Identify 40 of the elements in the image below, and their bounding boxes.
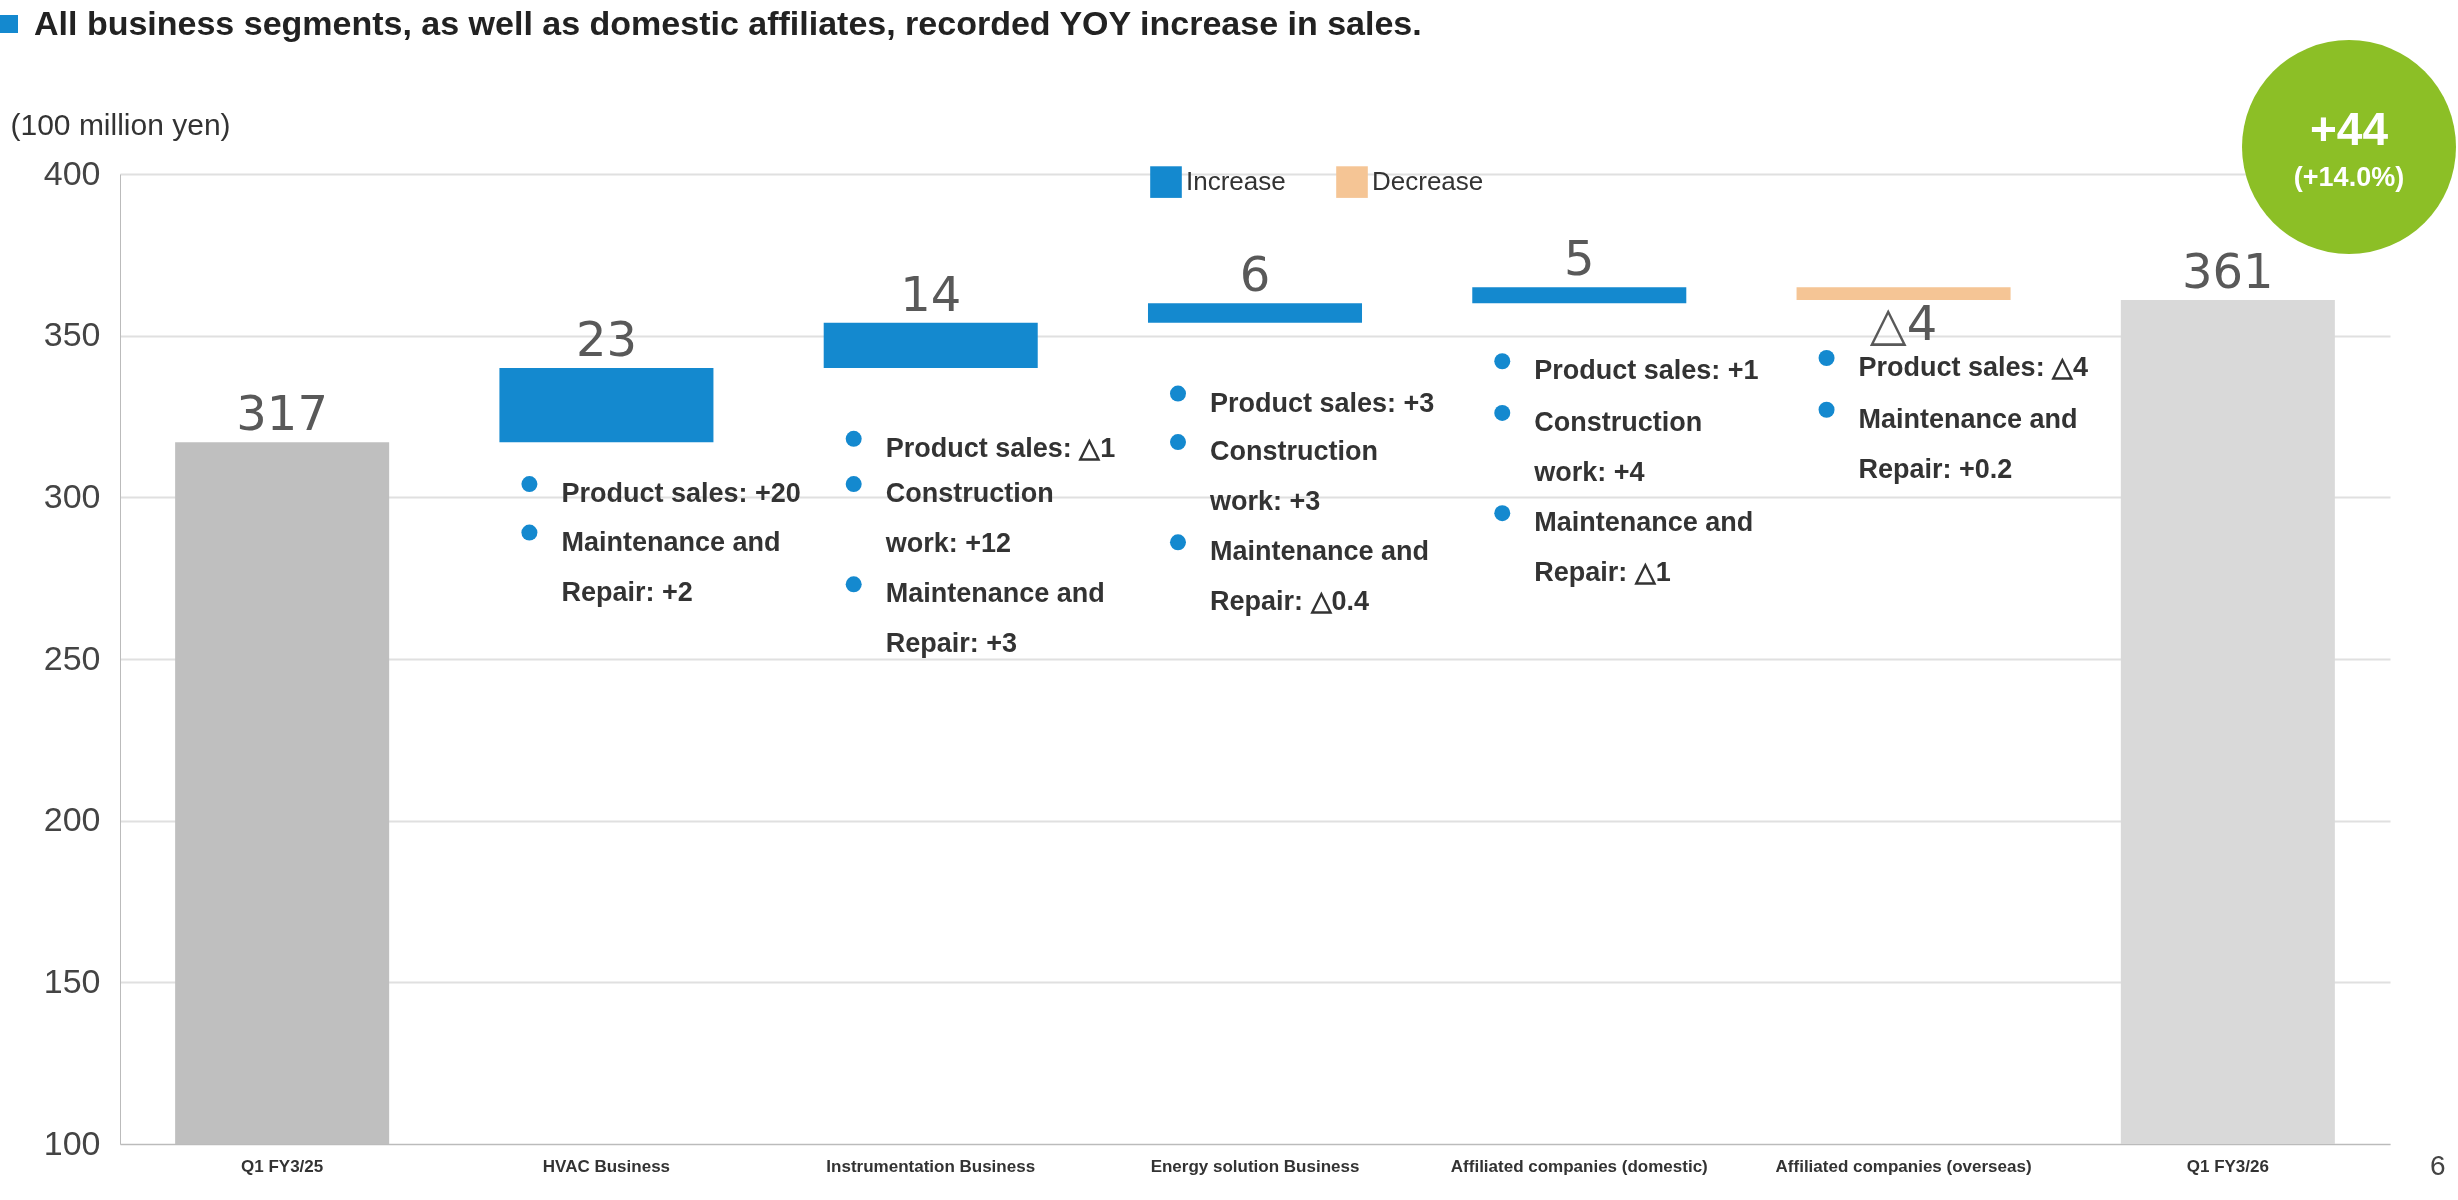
text: △4 (1869, 295, 1938, 352)
annotation: (+14.0%) (2293, 161, 2405, 193)
y-tick-label: 250 (43, 638, 101, 677)
circle-badge: +44 (+14.0%) (2242, 40, 2456, 254)
x-tick-label: Affiliated companies (overseas) (1775, 1156, 2032, 1176)
y-tick-label: 100 (43, 1123, 101, 1162)
annotation: Product sales: △4 (1858, 352, 2089, 382)
text: 6 (2430, 1150, 2446, 1181)
text: 23 (575, 311, 637, 367)
text: 5 (1564, 230, 1595, 287)
legend-label: Increase (1186, 166, 1286, 197)
x-tick-label: HVAC Business (542, 1156, 671, 1176)
y-tick-label: 200 (43, 800, 101, 839)
annotation: Product sales: +20 (561, 478, 801, 509)
x-tick-label: Q1 FY3/26 (2186, 1156, 2269, 1176)
annotation: Maintenance and Repair: △0.4 (1209, 536, 1430, 617)
annotation: Product sales: △1 (885, 432, 1116, 463)
annotation: Maintenance and Repair: △1 (1534, 507, 1754, 588)
legend-label: Decrease (1372, 166, 1484, 197)
annotation: Maintenance and Repair: +3 (885, 578, 1105, 659)
y-tick-label: 400 (43, 153, 101, 192)
annotation: Product sales: +1 (1534, 355, 1759, 386)
annotation: Product sales: +3 (1209, 387, 1435, 418)
x-tick-label: Affiliated companies (domestic) (1450, 1156, 1708, 1176)
text: 14 (900, 265, 962, 322)
text: 317 (236, 385, 328, 442)
annotation: Construction work: +12 (884, 478, 1054, 559)
chart-title: All business segments, as well as domestic affiliates, recorded YOY increase in sales. (34, 4, 1422, 43)
y-tick-label: 350 (43, 315, 101, 354)
x-tick-label: Energy solution Business (1150, 1156, 1360, 1176)
annotation: Construction work: +4 (1533, 406, 1703, 487)
annotation: Maintenance and Repair: +0.2 (1858, 403, 2078, 484)
y-axis-title: (100 million yen) (10, 107, 231, 141)
annotation: Maintenance and Repair: +2 (561, 526, 781, 607)
annotation: 6 (1239, 246, 1271, 303)
y-tick-label: 300 (43, 476, 101, 515)
x-tick-label: Q1 FY3/25 (241, 1156, 324, 1176)
annotation: Construction work: +3 (1208, 436, 1378, 517)
y-tick-label: 150 (43, 961, 101, 1000)
x-tick-label: Instrumentation Business (826, 1156, 1036, 1176)
